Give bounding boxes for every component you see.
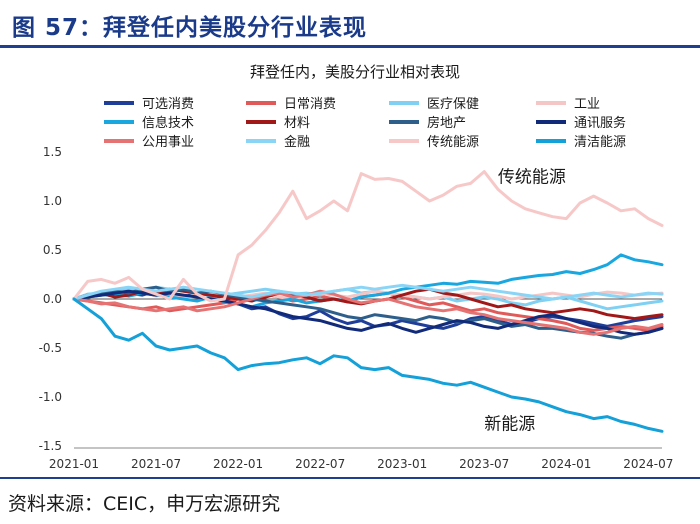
legend-label: 工业 <box>574 97 600 112</box>
x-axis: 2021-01 2021-07 2022-01 2022-07 2023-01 2023-… <box>49 298 673 471</box>
x-tick-label: 2021-01 <box>49 457 99 471</box>
footer-rule <box>0 477 700 479</box>
legend-label: 通讯服务 <box>574 115 626 131</box>
x-tick-label: 2021-07 <box>131 457 181 471</box>
annotation-label: 传统能源 <box>498 168 566 188</box>
source-note: 资料来源：CEIC，申万宏源研究 <box>8 493 281 515</box>
series-lines <box>72 170 664 433</box>
legend-item-清洁能源: 清洁能源 <box>536 135 626 150</box>
legend-item-可选消费: 可选消费 <box>104 97 194 112</box>
legend-item-公用事业: 公用事业 <box>104 135 194 150</box>
y-tick-label: 1.0 <box>43 194 62 208</box>
y-axis: 1.5 1.0 0.5 0.0 -0.5 -1.0 -1.5 <box>39 145 62 453</box>
y-tick-label: 0.0 <box>43 292 62 306</box>
legend-label: 材料 <box>284 116 310 131</box>
y-tick-label: -0.5 <box>39 341 62 355</box>
legend-label: 信息技术 <box>142 115 194 131</box>
legend-label: 公用事业 <box>142 135 194 150</box>
legend-label: 金融 <box>284 134 310 150</box>
series-line-金融 <box>72 283 664 301</box>
series-line-传统能源 <box>72 170 664 303</box>
chart-title: 拜登任内，美股分行业相对表现 <box>250 63 460 81</box>
legend-label: 清洁能源 <box>574 135 626 150</box>
x-tick-label: 2024-07 <box>623 457 673 471</box>
legend-label: 医疗保健 <box>427 97 479 112</box>
legend-label: 传统能源 <box>427 135 479 150</box>
x-tick-label: 2022-07 <box>295 457 345 471</box>
legend-item-工业: 工业 <box>536 97 600 112</box>
x-tick-label: 2023-01 <box>377 457 427 471</box>
series-line-公用事业 <box>72 289 664 336</box>
legend-item-通讯服务: 通讯服务 <box>536 115 626 131</box>
legend-item-房地产: 房地产 <box>389 115 466 131</box>
y-tick-label: 1.5 <box>43 145 62 159</box>
legend-label: 房地产 <box>427 115 466 131</box>
legend-label: 日常消费 <box>284 97 336 112</box>
x-tick-label: 2024-01 <box>541 457 591 471</box>
series-line-房地产 <box>72 285 664 340</box>
figure-title: 图 57：拜登任内美股分行业表现 <box>12 15 368 41</box>
legend-item-日常消费: 日常消费 <box>246 97 336 112</box>
title-rule <box>0 45 700 48</box>
annotation-label: 新能源 <box>484 414 535 434</box>
y-tick-label: -1.5 <box>39 439 62 453</box>
x-tick-label: 2022-01 <box>213 457 263 471</box>
y-tick-label: 0.5 <box>43 243 62 257</box>
series-line-清洁能源 <box>72 297 664 433</box>
legend-item-信息技术: 信息技术 <box>104 115 194 131</box>
legend-item-传统能源: 传统能源 <box>389 135 479 150</box>
legend-item-医疗保健: 医疗保健 <box>389 97 479 112</box>
x-tick-label: 2023-07 <box>459 457 509 471</box>
legend-item-金融: 金融 <box>246 134 310 150</box>
y-tick-label: -1.0 <box>39 390 62 404</box>
legend-label: 可选消费 <box>142 97 194 112</box>
legend-item-材料: 材料 <box>246 116 310 131</box>
